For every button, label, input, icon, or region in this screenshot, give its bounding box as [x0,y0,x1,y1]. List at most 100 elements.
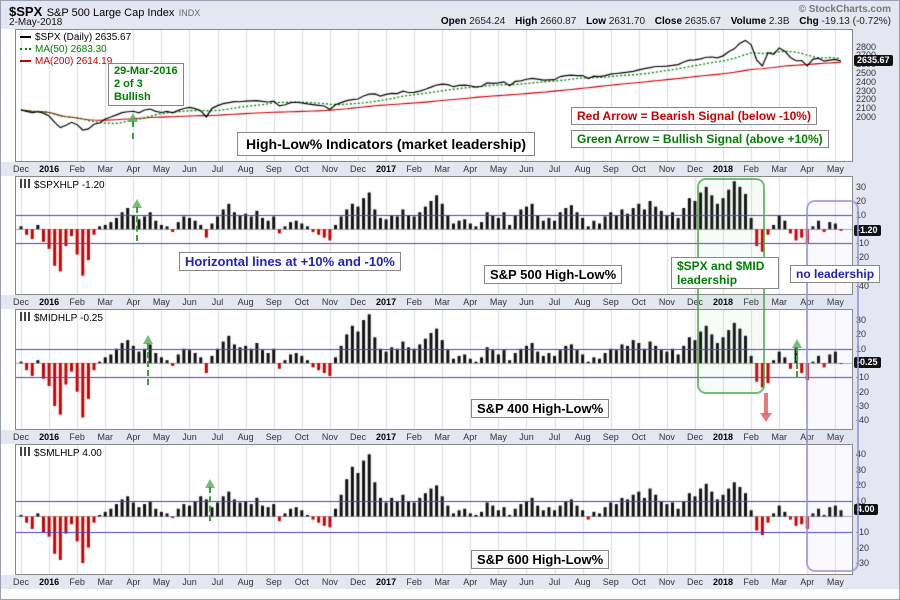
x-axis-label: Jun [182,297,197,307]
x-axis-label: May [489,164,507,174]
x-axis-label: Nov [658,432,675,442]
green-arrow-legend-annotation: Green Arrow = Bullish Signal (above +10%… [571,130,829,148]
exchange-label: INDX [178,8,201,18]
y-tick-label: 2800 [856,41,877,52]
x-axis-label: Mar [771,297,787,307]
x-axis-label: May [826,577,844,587]
y-tick-label: 20 [856,195,867,206]
y-tick-label: -20 [856,542,870,553]
x-axis-label: 2017 [376,164,397,174]
midhlp-y-axis: -0.25 30 20 10 -10 -20 -30 -40 [853,309,899,430]
price-series-value: 2635.67 [95,32,132,43]
x-axis-label: Feb [743,577,759,587]
bullish-arrow-price-mar2016 [128,113,138,139]
x-axis-label: Apr [126,164,141,174]
price-legend-row: $SPX (Daily) 2635.67 [20,32,131,44]
x-axis-label: Aug [237,432,254,442]
x-axis-label: May [152,577,170,587]
spxhlp-last-value-badge: -1.20 [854,224,881,236]
bullish-arrow-spxhlp-mar2016 [132,199,142,241]
x-axis-label: Nov [321,577,338,587]
x-axis-label: Aug [237,164,254,174]
x-axis-label: May [489,577,507,587]
smlhlp-plot-area: $SMLHLP 4.00 [15,444,853,575]
x-axis-label: Nov [321,164,338,174]
x-axis-label: May [152,297,170,307]
red-arrow-legend-annotation: Red Arrow = Bearish Signal (below -10%) [571,107,817,125]
x-axis-label: Feb [69,432,85,442]
x-axis-label: Jul [211,164,224,174]
sp400-highlow-label: S&P 400 High-Low% [471,399,610,418]
ma50-value: 2683.30 [70,44,107,55]
x-axis-label: Apr [126,577,141,587]
x-axis-label: Aug [574,297,591,307]
x-axis-label: 2016 [39,577,60,587]
x-axis-label: Feb [69,577,85,587]
x-axis-label: Mar [434,164,450,174]
spx-mid-leadership-annotation: $SPX and $MID leadership [671,257,779,289]
bullish-arrow-smlhlp-jun2016 [205,479,215,521]
x-axis-label: Dec [686,432,703,442]
midhlp-value: -0.25 [80,313,103,324]
x-axis-label: Mar [97,297,113,307]
x-axis-label: Feb [406,297,422,307]
arrow-head-icon [143,335,153,344]
x-axis-label: 2016 [39,432,60,442]
x-axis-label: Mar [771,164,787,174]
midhlp-legend: $MIDHLP -0.25 [20,312,103,325]
x-axis-label: Feb [743,164,759,174]
midhlp-panel: $MIDHLP -0.25 -0.25 30 20 10 -10 -20 -30 -40 D… [1,309,899,444]
histogram-icon [20,312,30,321]
chart-header: $SPX S&P 500 Large Cap Index INDX © Stoc… [1,1,899,29]
price-line-glyph [20,36,31,39]
bullish-2016-line3: Bullish [114,91,151,103]
open-label: Open [440,16,467,27]
x-axis-label: Dec [349,577,366,587]
smlhlp-y-axis: 4.00 40 30 20 10 -10 -20 -30 [853,444,899,575]
x-axis-label: Mar [771,577,787,587]
open-value: 2654.24 [469,16,506,27]
x-axis-label: Jul [211,577,224,587]
y-tick-label: 2300 [856,85,877,96]
y-tick-label: -40 [856,280,870,291]
spxhlp-x-axis: Dec 2016 Feb Mar Apr May Jun Jul Aug Sep Oct Nov Dec… [1,295,899,309]
x-axis-label: Dec [686,577,703,587]
x-axis-label: May [826,432,844,442]
midhlp-x-axis: Dec 2016 Feb Mar Apr May Jun Jul Aug Sep Oct Nov Dec… [1,430,899,444]
x-axis-label: Dec [12,577,29,587]
y-tick-label: 2100 [856,103,877,114]
x-axis-label: Oct [294,577,309,587]
x-axis-label: Jul [548,432,561,442]
price-x-axis: Dec 2016 Feb Mar Apr May Jun Jul Aug Sep Oct Nov Dec… [1,162,899,176]
x-axis-label: Apr [463,577,478,587]
x-axis-label: Apr [463,164,478,174]
x-axis-label: Sep [602,164,619,174]
x-axis-label: Apr [463,297,478,307]
title-row: $SPX S&P 500 Large Cap Index INDX [9,3,200,21]
x-axis-label: Nov [321,432,338,442]
low-label: Low [586,16,607,27]
arrow-shaft [132,121,134,139]
x-axis-label: Mar [771,432,787,442]
x-axis-label: Apr [800,577,815,587]
chg-label: Chg [799,16,819,27]
spxhlp-legend: $SPXHLP -1.20 [20,179,105,192]
x-axis-label: Sep [265,577,282,587]
smlhlp-histogram-canvas [16,445,852,574]
x-axis-label: Apr [126,432,141,442]
x-axis-label: Oct [294,432,309,442]
y-tick-label: -40 [856,415,870,426]
no-leadership-highlight-box [806,200,859,572]
x-axis-label: Mar [434,297,450,307]
x-axis-label: Apr [800,164,815,174]
x-axis-label: Nov [658,577,675,587]
x-axis-label: Jul [548,164,561,174]
chg-value: -19.13 (-0.72%) [821,16,891,27]
x-axis-label: Aug [574,577,591,587]
x-axis-label: Oct [631,577,646,587]
x-axis-label: Feb [743,297,759,307]
x-axis-label: May [826,297,844,307]
x-axis-label: Feb [406,164,422,174]
y-tick-label: 2500 [856,68,877,79]
